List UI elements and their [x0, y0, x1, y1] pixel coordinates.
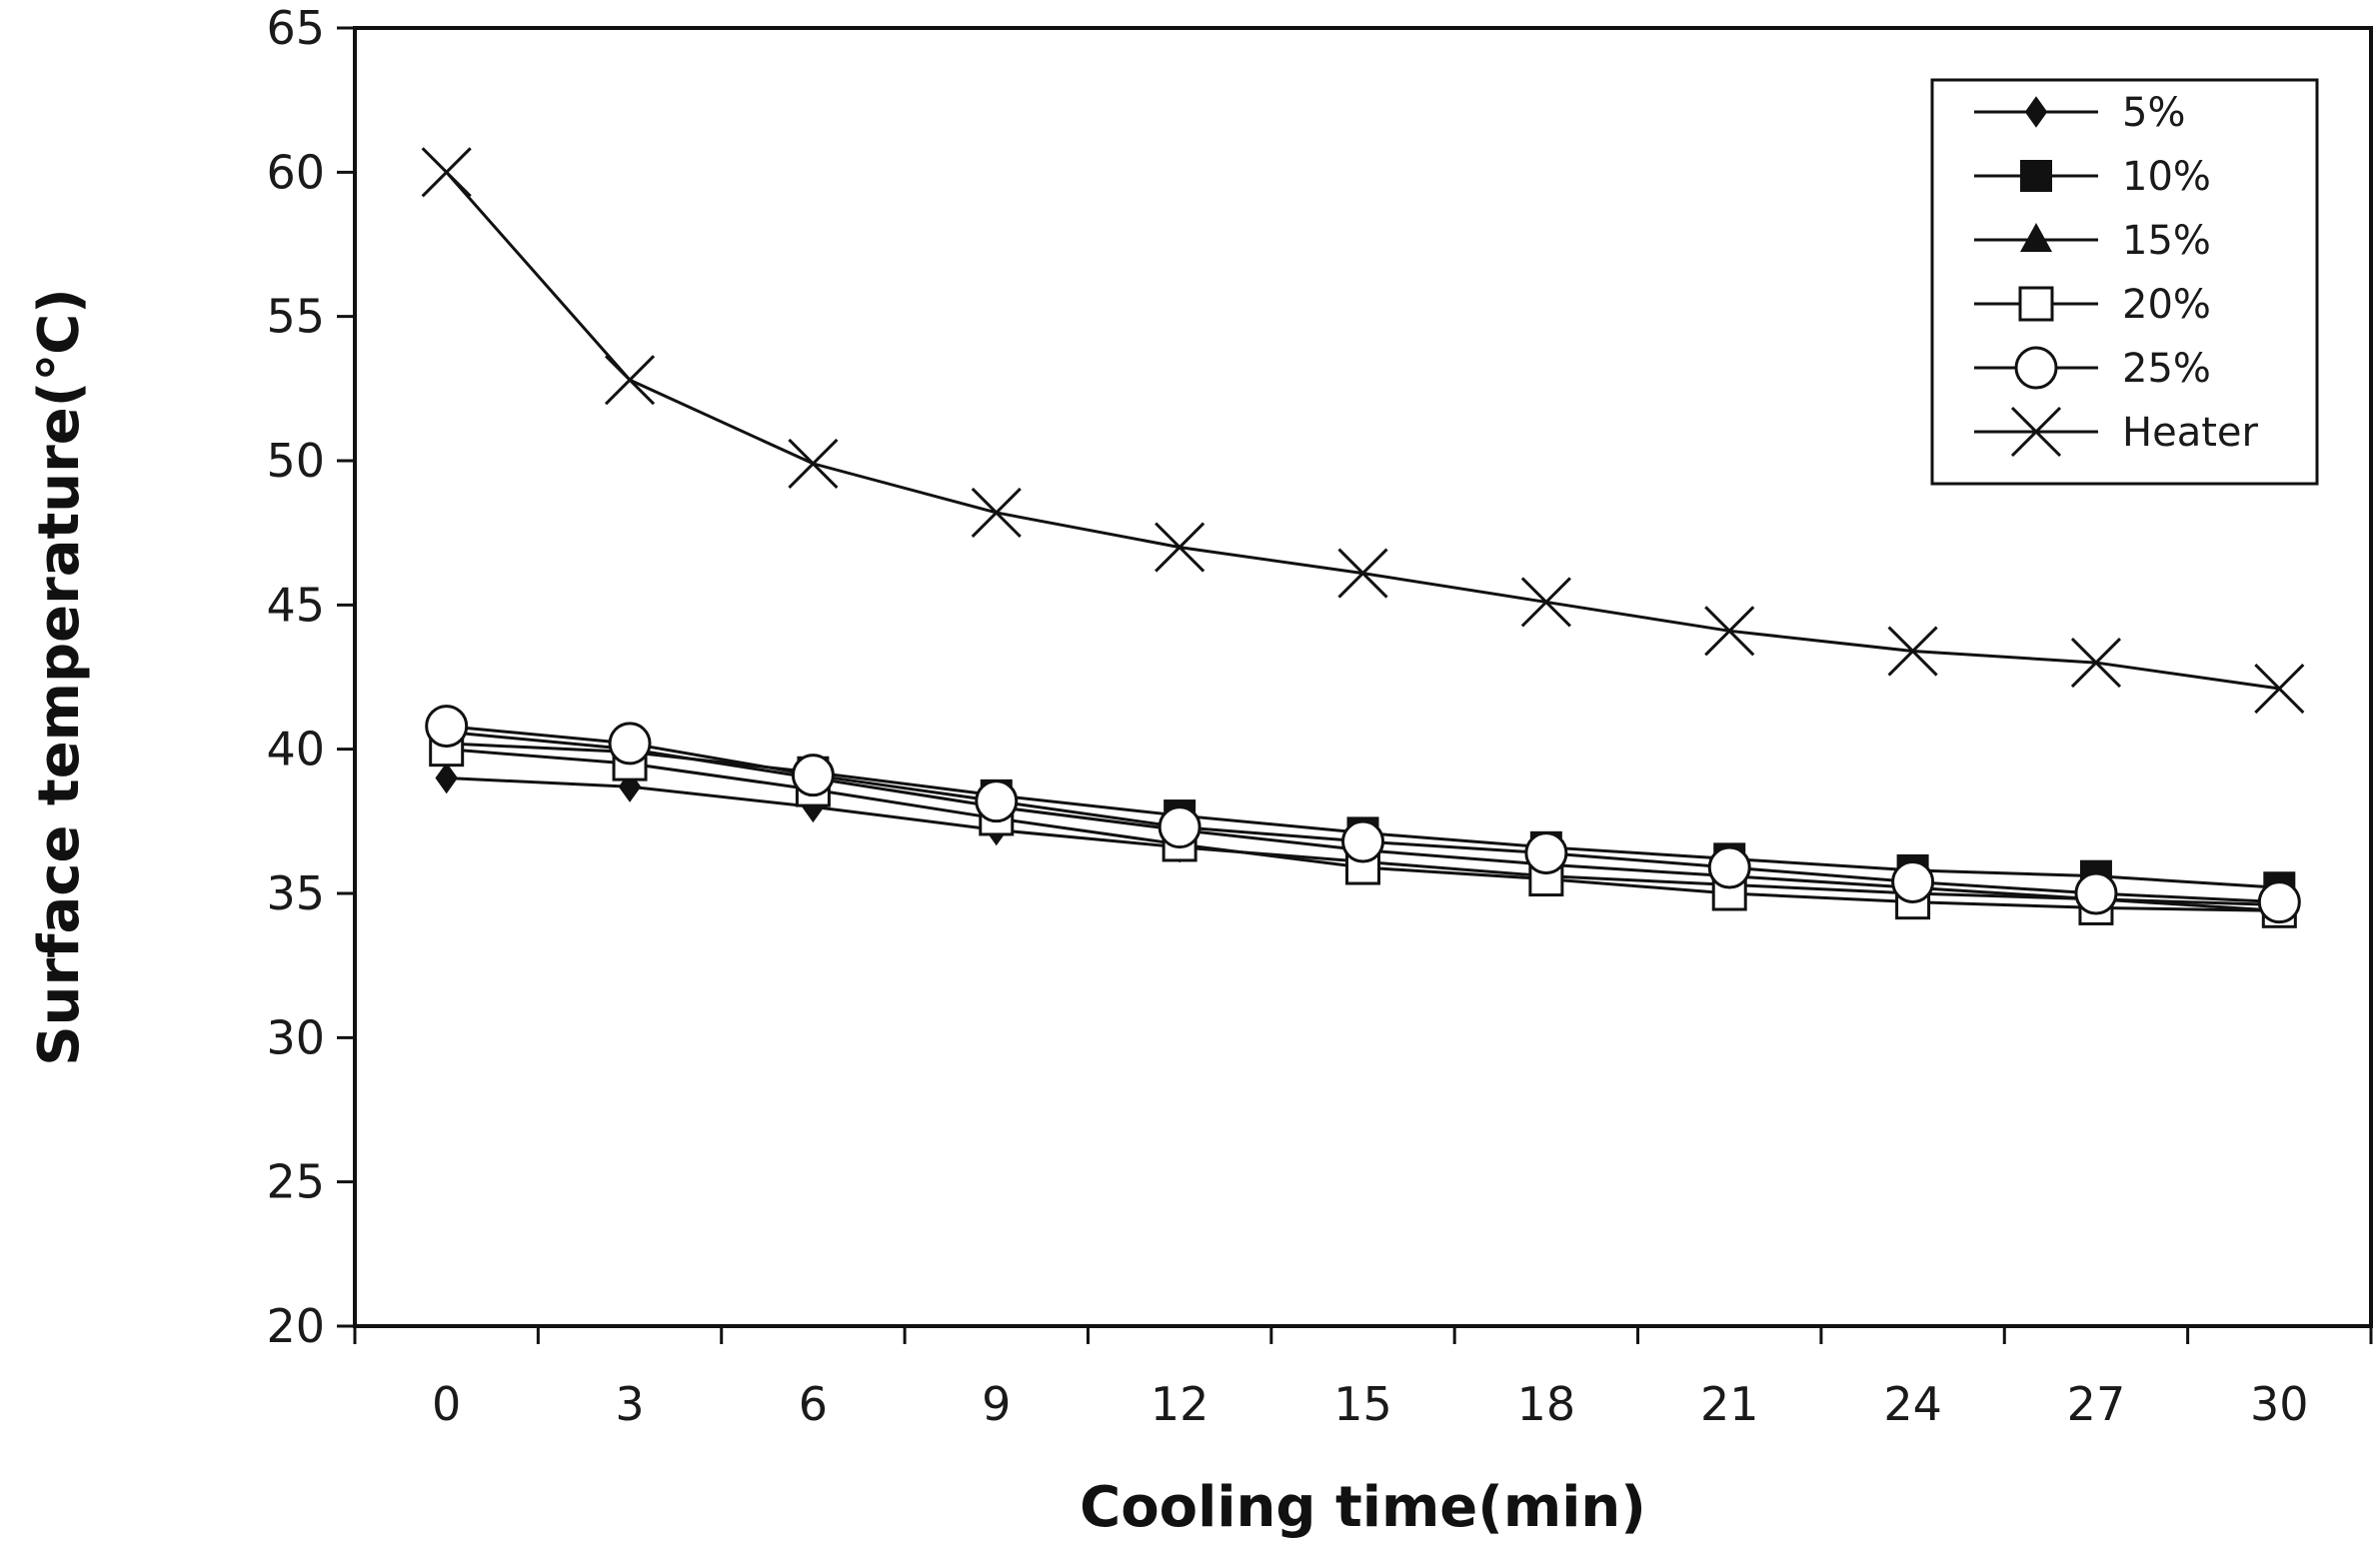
x-tick-label: 3	[615, 1377, 644, 1431]
y-tick-label: 45	[266, 578, 325, 632]
legend-marker-heater	[2010, 406, 2062, 458]
y-tick-label: 55	[266, 290, 325, 344]
legend: 5% 10% 15% 20% 25% Heater	[1930, 78, 2319, 486]
data-point-heater	[971, 487, 1022, 539]
x-tick-label: 18	[1517, 1377, 1576, 1431]
x-tick-label: 30	[2250, 1377, 2309, 1431]
legend-marker-10-percent	[2020, 160, 2052, 192]
x-tick-label: 0	[432, 1377, 461, 1431]
x-tick-label: 6	[799, 1377, 828, 1431]
series-heater	[421, 147, 2305, 715]
plot-area-frame	[353, 26, 2373, 1328]
y-axis-title: Surface temperature(℃)	[27, 288, 92, 1065]
data-point-25-percent	[1158, 805, 1201, 849]
data-point-25-percent	[1524, 831, 1568, 875]
y-tick-label: 60	[266, 145, 325, 199]
data-point-25-percent	[1891, 859, 1935, 903]
data-point-25-percent	[425, 705, 469, 749]
y-tick-label: 20	[266, 1299, 325, 1353]
legend-label-25-percent: 25%	[2122, 346, 2211, 392]
legend-label-20-percent: 20%	[2122, 282, 2211, 328]
series-25-percent	[425, 705, 2301, 924]
data-point-heater	[604, 355, 656, 406]
legend-label-15-percent: 15%	[2122, 218, 2211, 264]
x-tick-label: 9	[982, 1377, 1011, 1431]
x-tick-label: 27	[2067, 1377, 2126, 1431]
data-point-25-percent	[791, 754, 835, 797]
legend-marker-25-percent	[2014, 346, 2058, 390]
y-tick-label: 50	[266, 434, 325, 488]
legend-marker-20-percent	[2018, 286, 2054, 322]
legend-label-5-percent: 5%	[2122, 90, 2185, 136]
x-tick-label: 21	[1700, 1377, 1759, 1431]
legend-marker-5-percent	[2024, 96, 2048, 128]
data-point-25-percent	[2074, 871, 2118, 915]
data-point-heater	[1155, 522, 1205, 573]
x-tick-label: 15	[1333, 1377, 1392, 1431]
data-point-25-percent	[608, 722, 652, 766]
data-point-25-percent	[1707, 845, 1751, 889]
data-point-heater	[1704, 606, 1755, 657]
y-tick-label: 40	[266, 723, 325, 776]
data-point-5-percent	[435, 762, 458, 794]
data-point-heater	[421, 147, 472, 198]
x-axis-title: Cooling time(min)	[1080, 1475, 1646, 1540]
data-point-heater	[2070, 638, 2122, 689]
x-tick-label: 12	[1151, 1377, 1209, 1431]
legend-label-heater: Heater	[2122, 410, 2258, 456]
series-layer	[421, 147, 2305, 928]
data-point-25-percent	[2257, 880, 2301, 924]
legend-box	[1930, 78, 2319, 486]
y-tick-label: 35	[266, 866, 325, 920]
legend-label-10-percent: 10%	[2122, 154, 2211, 200]
data-point-heater	[1337, 548, 1388, 599]
y-tick-label: 25	[266, 1155, 325, 1209]
data-point-25-percent	[975, 779, 1019, 823]
data-point-heater	[788, 438, 839, 489]
legend-marker-15-percent	[2020, 223, 2052, 252]
x-tick-label: 24	[1883, 1377, 1942, 1431]
data-point-25-percent	[1341, 819, 1384, 863]
data-point-heater	[2254, 663, 2305, 715]
axis-layer: 20 25 30 35 40 45 50 55 60 65 0 3 6 9 12 15 18 21 24 27 30	[266, 1, 2373, 1431]
y-tick-label: 30	[266, 1010, 325, 1064]
y-tick-label: 65	[266, 1, 325, 55]
data-point-heater	[1887, 626, 1938, 677]
data-point-heater	[1520, 577, 1571, 628]
